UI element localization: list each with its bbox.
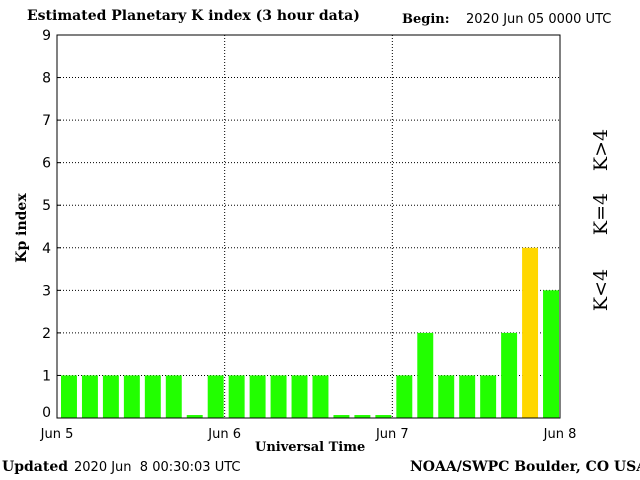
plot-frame <box>56 34 561 419</box>
kp-bar <box>312 375 329 418</box>
x-tick-label: Jun 6 <box>207 427 241 442</box>
source-credit: NOAA/SWPC Boulder, CO USA <box>410 459 640 475</box>
kp-bar <box>459 375 476 418</box>
kp-bar <box>291 375 308 418</box>
y-tick-label: 7 <box>42 113 51 129</box>
kp-bar <box>207 375 224 418</box>
kp-bar <box>61 375 77 418</box>
kp-bar <box>522 247 539 418</box>
kp-bar <box>375 415 392 418</box>
legend-k-equal-4: K=4 <box>590 192 612 236</box>
kp-bar <box>270 375 287 418</box>
y-tick-label: 4 <box>42 241 51 257</box>
y-tick-label: 0 <box>42 405 51 421</box>
x-axis-label: Universal Time <box>255 440 366 455</box>
kp-bar <box>165 375 182 418</box>
kp-bar <box>396 375 413 418</box>
begin-label: Begin: <box>402 12 450 27</box>
updated-label: Updated <box>2 459 69 475</box>
kp-bar <box>228 375 245 418</box>
kp-bar <box>333 415 350 418</box>
legend-k-less-4: K<4 <box>590 268 612 312</box>
y-tick-label: 9 <box>42 28 51 44</box>
x-tick-label: Jun 8 <box>543 427 577 442</box>
kp-bar <box>501 332 518 418</box>
grid-layer <box>57 35 560 418</box>
y-tick-label: 1 <box>42 368 51 384</box>
kp-bar <box>417 332 434 418</box>
y-tick-label: 8 <box>42 71 51 87</box>
chart-title: Estimated Planetary K index (3 hour data… <box>27 8 360 24</box>
y-tick-label: 3 <box>42 283 51 299</box>
kp-bar <box>249 375 266 418</box>
kp-bar <box>186 415 203 418</box>
y-tick-label: 6 <box>42 156 51 172</box>
kp-bar <box>123 375 140 418</box>
axis-layer: 0 1 2 3 4 5 6 7 8 9 Jun 5 Jun 6 Jun 7 Jun 8 <box>40 28 577 442</box>
legend-k-greater-4: K>4 <box>590 128 612 172</box>
x-tick-label: Jun 7 <box>375 427 409 442</box>
kp-bar <box>144 375 161 418</box>
y-tick-label: 5 <box>42 198 51 214</box>
kp-bar <box>480 375 497 418</box>
updated-value: 2020 Jun 8 00:30:03 UTC <box>74 460 241 475</box>
kp-bar <box>81 375 98 418</box>
kp-bar <box>354 415 371 418</box>
y-tick-label: 2 <box>42 326 51 342</box>
begin-value: 2020 Jun 05 0000 UTC <box>466 12 612 27</box>
kp-bar <box>438 375 455 418</box>
bar-layer <box>61 247 559 418</box>
kp-bar <box>102 375 119 418</box>
kp-bar <box>543 290 559 418</box>
x-tick-label: Jun 5 <box>40 427 74 442</box>
